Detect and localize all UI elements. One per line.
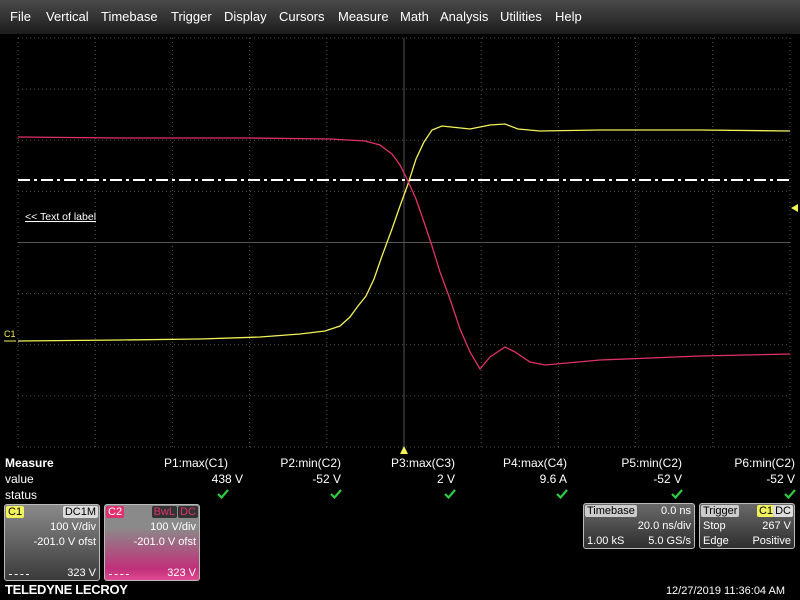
- channel-level: 323 V: [67, 567, 96, 579]
- trigger-time-marker: [400, 446, 408, 454]
- measure-name: P3:max(C3): [390, 456, 455, 470]
- menu-item[interactable]: Measure: [338, 9, 389, 24]
- waveform-display: << Text of label C1: [4, 37, 798, 454]
- trigger-level: 267 V: [762, 520, 791, 532]
- menu-bar: File Vertical Timebase Trigger Display Cursor…: [0, 0, 800, 34]
- measure-value: 9.6 A: [539, 472, 567, 486]
- measure-value: 438 V: [211, 472, 243, 486]
- brand: TELEDYNE LECROY: [5, 582, 128, 597]
- measure-name: P5:min(C2): [621, 456, 682, 470]
- trigger-mode: Stop: [703, 520, 726, 532]
- trace-c1: [17, 123, 791, 342]
- trigger-title: Trigger: [701, 505, 740, 517]
- channel-level: 323 V: [167, 567, 196, 579]
- timebase-rate: 5.0 GS/s: [648, 535, 691, 547]
- status-check: [444, 489, 456, 499]
- channel-scale: 100 V/div: [50, 521, 96, 533]
- trigger-type: Edge: [703, 535, 729, 547]
- measure-title: Measure: [5, 456, 54, 470]
- trigger-slope: Positive: [752, 535, 791, 547]
- status-check: [784, 489, 796, 499]
- menu-item[interactable]: Math: [400, 9, 429, 24]
- channel-offset: -201.0 V ofst: [133, 536, 196, 548]
- menu-item[interactable]: Trigger: [171, 9, 212, 24]
- measure-name: P6:min(C2): [734, 456, 795, 470]
- row-label: status: [5, 488, 38, 502]
- row-label: value: [5, 472, 34, 486]
- channel-scale: 100 V/div: [150, 521, 196, 533]
- channel-tag: DC1M: [62, 506, 98, 518]
- menu-item[interactable]: Help: [555, 9, 582, 24]
- channel-box-c2[interactable]: C2 BwL DC 100 V/div -201.0 V ofst 323 V: [104, 504, 200, 581]
- menu-item[interactable]: Cursors: [279, 9, 325, 24]
- channel-tag: DC: [178, 506, 198, 518]
- trigger-tag: DC: [773, 505, 793, 517]
- timebase-title: Timebase: [585, 505, 637, 517]
- level-dash: [109, 574, 129, 575]
- timebase-delay: 0.0 ns: [661, 505, 691, 517]
- grid: [17, 37, 791, 448]
- menu-item[interactable]: Timebase: [101, 9, 158, 24]
- measure-value: -52 V: [766, 472, 795, 486]
- menu-item[interactable]: Utilities: [500, 9, 542, 24]
- measure-value: 2 V: [436, 472, 455, 486]
- menu-item[interactable]: File: [10, 9, 31, 24]
- status-check: [330, 489, 342, 499]
- measure-name: P4:max(C4): [502, 456, 567, 470]
- label-text[interactable]: << Text of label: [25, 211, 96, 223]
- menu-item[interactable]: Vertical: [46, 9, 89, 24]
- timebase-box[interactable]: Timebase 0.0 ns 20.0 ns/div 1.00 kS 5.0 …: [583, 503, 695, 549]
- measure-name: P2:min(C2): [280, 456, 341, 470]
- channel-tag: BwL: [151, 506, 177, 518]
- trigger-level-marker: [791, 204, 798, 212]
- channel-name: C1: [6, 506, 25, 518]
- timebase-scale: 20.0 ns/div: [637, 520, 691, 532]
- status-check: [671, 489, 683, 499]
- channel-marker: C1: [4, 329, 16, 339]
- menu-item[interactable]: Display: [224, 9, 267, 24]
- level-dash: [9, 574, 29, 575]
- channel-box-c1[interactable]: C1 DC1M 100 V/div -201.0 V ofst 323 V: [4, 504, 100, 581]
- timebase-samples: 1.00 kS: [587, 535, 625, 547]
- status-check: [217, 489, 229, 499]
- trigger-box[interactable]: Trigger C1 DC Stop 267 V Edge Positive: [699, 503, 795, 549]
- trace-c2: [17, 136, 791, 371]
- status-check: [556, 489, 568, 499]
- measure-value: -52 V: [312, 472, 341, 486]
- channel-offset: -201.0 V ofst: [33, 536, 96, 548]
- trigger-tag: C1: [756, 505, 775, 517]
- menu-item[interactable]: Analysis: [440, 9, 489, 24]
- measure-value: -52 V: [653, 472, 682, 486]
- timestamp: 12/27/2019 11:36:04 AM: [665, 585, 785, 597]
- channel-name: C2: [106, 506, 125, 518]
- measure-name: P1:max(C1): [163, 456, 228, 470]
